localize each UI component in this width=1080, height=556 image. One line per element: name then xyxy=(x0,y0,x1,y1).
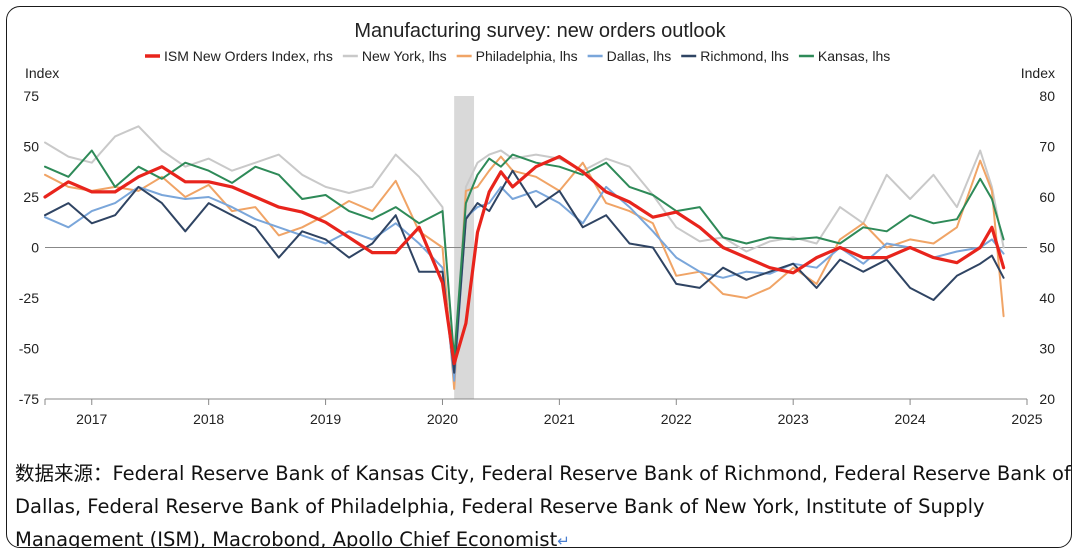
left-axis-title: Index xyxy=(25,65,59,81)
right-tick-label: 70 xyxy=(1039,139,1055,155)
x-tick-label: 2018 xyxy=(193,411,224,427)
legend-label-1: New York, lhs xyxy=(362,48,447,64)
right-tick-label: 80 xyxy=(1039,88,1055,104)
left-tick-label: -25 xyxy=(19,290,39,306)
left-tick-label: 25 xyxy=(23,189,39,205)
left-tick-label: 50 xyxy=(23,139,39,155)
left-tick-label: 75 xyxy=(23,88,39,104)
legend-label-3: Dallas, lhs xyxy=(607,48,672,64)
line-chart: Manufacturing survey: new orders outlook… xyxy=(19,20,1055,427)
left-tick-label: -75 xyxy=(19,391,39,407)
chart-title: Manufacturing survey: new orders outlook xyxy=(354,20,726,42)
series-line-3 xyxy=(44,185,1005,382)
return-mark: ↵ xyxy=(557,532,570,548)
x-tick-label: 2022 xyxy=(661,411,692,427)
legend-label-2: Philadelphia, lhs xyxy=(476,48,578,64)
series-line-5 xyxy=(44,149,1005,360)
x-tick-label: 2020 xyxy=(427,411,458,427)
series-line-0 xyxy=(43,155,1006,366)
right-tick-label: 20 xyxy=(1039,391,1055,407)
x-tick-label: 2025 xyxy=(1011,411,1042,427)
x-tick-label: 2019 xyxy=(310,411,341,427)
right-tick-label: 50 xyxy=(1039,240,1055,256)
source-text: Federal Reserve Bank of Kansas City, Fed… xyxy=(15,462,1071,548)
right-tick-label: 60 xyxy=(1039,189,1055,205)
source-label: 数据来源： xyxy=(15,462,113,485)
legend-label-5: Kansas, lhs xyxy=(818,48,890,64)
series-line-4 xyxy=(44,169,1005,374)
x-tick-label: 2024 xyxy=(895,411,926,427)
x-tick-label: 2017 xyxy=(76,411,107,427)
right-tick-label: 40 xyxy=(1039,290,1055,306)
legend-label-4: Richmond, lhs xyxy=(700,48,789,64)
legend-label-0: ISM New Orders Index, rhs xyxy=(164,48,333,64)
right-tick-label: 30 xyxy=(1039,341,1055,357)
left-tick-label: -50 xyxy=(19,341,39,357)
right-axis-title: Index xyxy=(1021,65,1055,81)
left-tick-label: 0 xyxy=(31,240,39,256)
x-tick-label: 2023 xyxy=(778,411,809,427)
source-note: 数据来源：Federal Reserve Bank of Kansas City… xyxy=(15,457,1071,548)
x-tick-label: 2021 xyxy=(544,411,575,427)
series-line-2 xyxy=(44,155,1005,390)
figure-frame: Manufacturing survey: new orders outlook… xyxy=(6,6,1072,548)
series-line-1 xyxy=(44,125,1005,370)
